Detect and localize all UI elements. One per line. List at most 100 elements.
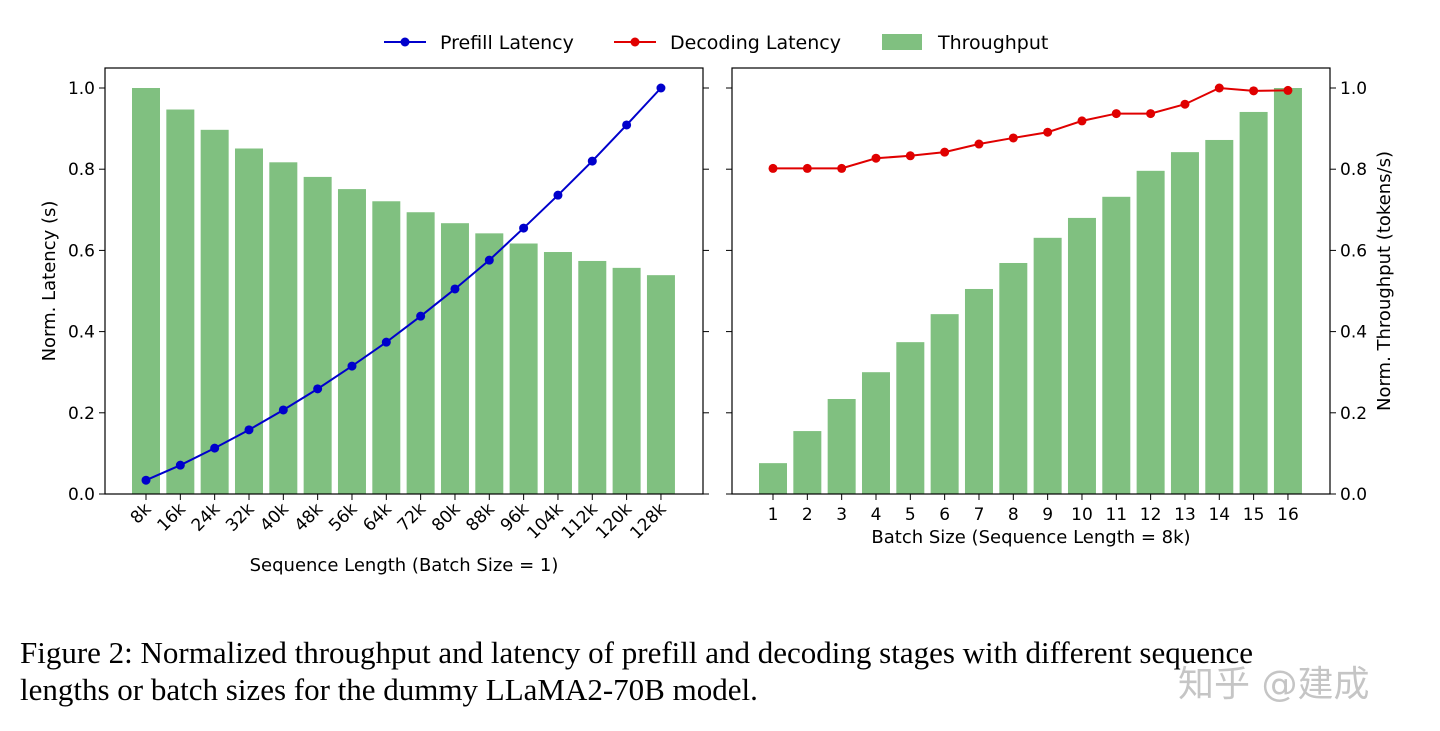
axes-frame — [104, 67, 704, 495]
x-tick-label: 8 — [1008, 505, 1019, 525]
point-6 — [940, 147, 950, 157]
x-tick-label: 5 — [905, 505, 916, 525]
x-tick-label: 64k — [359, 499, 396, 536]
bar-6 — [930, 314, 959, 494]
legend-item-0: Prefill Latency — [384, 32, 574, 54]
bar-72k — [406, 212, 435, 494]
bar-8k — [132, 88, 160, 494]
bar-5 — [896, 342, 925, 494]
legend-label: Prefill Latency — [440, 32, 574, 54]
bar-11 — [1102, 196, 1131, 495]
point-15 — [1249, 86, 1259, 96]
bar-48k — [303, 176, 332, 494]
point-9 — [1043, 127, 1053, 137]
x-tick-label: 16 — [1277, 505, 1299, 525]
bar-10 — [1067, 217, 1096, 495]
point-32k — [244, 425, 254, 435]
bar-24k — [200, 129, 229, 494]
point-80k — [450, 284, 460, 294]
bar-128k — [646, 275, 675, 494]
y-tick-label: 0.2 — [1340, 404, 1367, 424]
bar-96k — [509, 243, 538, 494]
point-48k — [313, 384, 323, 394]
point-24k — [210, 443, 220, 453]
bar-1 — [759, 463, 787, 494]
point-11 — [1111, 109, 1121, 119]
point-56k — [347, 361, 357, 371]
y-tick-label: 1.0 — [68, 79, 95, 99]
right-chart: 0.00.20.40.60.81.01 2 3 4 5 6 7 8 9 10 11 12 13 14 15 1… — [726, 67, 1395, 548]
bar-4 — [861, 372, 890, 494]
x-tick-label: 16k — [153, 499, 190, 536]
x-tick-label: 8k — [127, 499, 156, 528]
bar-16k — [166, 109, 195, 494]
bar-2 — [793, 431, 822, 494]
line-prefill-latency — [145, 87, 662, 482]
x-tick-label: 112k — [558, 499, 602, 543]
x-tick-label: 48k — [291, 499, 328, 536]
point-120k — [622, 120, 632, 130]
point-5 — [905, 151, 915, 161]
bar-7 — [964, 288, 993, 494]
x-tick-label: 80k — [428, 499, 465, 536]
bar-14 — [1205, 139, 1234, 494]
point-2 — [802, 163, 812, 173]
legend-label: Throughput — [937, 32, 1048, 54]
point-112k — [587, 156, 597, 166]
x-tick-label: 11 — [1105, 505, 1127, 525]
bar-80k — [440, 223, 469, 494]
point-3 — [837, 163, 847, 173]
y-tick-label: 0.4 — [1340, 323, 1367, 343]
point-40k — [278, 405, 288, 415]
legend-item-1: Decoding Latency — [614, 32, 841, 54]
x-tick-label: 1 — [768, 505, 779, 525]
line-decoding-latency — [773, 86, 1288, 170]
caption-line-2: lengths or batch sizes for the dummy LLa… — [20, 672, 758, 707]
x-tick-label: 24k — [188, 499, 225, 536]
x-tick-label: 15 — [1243, 505, 1265, 525]
point-12 — [1146, 109, 1156, 119]
y-tick-label: 0.6 — [68, 241, 95, 261]
x-tick-label: 72k — [394, 499, 431, 536]
point-10 — [1077, 116, 1087, 126]
x-tick-label: 32k — [222, 499, 259, 536]
x-tick-label: 2 — [802, 505, 813, 525]
bar-15 — [1239, 111, 1268, 494]
bar-64k — [372, 201, 401, 495]
bar-3 — [827, 398, 856, 494]
y-tick-label: 0.0 — [68, 485, 95, 505]
point-104k — [553, 190, 563, 200]
x-tick-label: 14 — [1208, 505, 1230, 525]
bar-120k — [612, 267, 641, 494]
x-tick-label: 7 — [974, 505, 985, 525]
y-tick-label: 0.6 — [1340, 241, 1367, 261]
point-4 — [871, 153, 881, 163]
y-tick-label: 0.8 — [68, 160, 95, 180]
point-64k — [381, 337, 391, 347]
x-axis-label: Sequence Length (Batch Size = 1) — [250, 555, 559, 576]
x-tick-label: 104k — [523, 499, 567, 543]
point-7 — [974, 139, 984, 149]
bar-12 — [1136, 170, 1165, 494]
y-tick-label: 1.0 — [1340, 79, 1367, 99]
watermark: 知乎 @建成 — [1178, 664, 1370, 705]
point-14 — [1214, 83, 1224, 93]
legend-item-2: Throughput — [882, 32, 1048, 54]
x-tick-label: 3 — [836, 505, 847, 525]
bar-56k — [337, 189, 366, 494]
point-1 — [768, 163, 778, 173]
y-tick-label: 0.8 — [1340, 160, 1367, 180]
legend-marker — [630, 37, 640, 47]
y-axis-label: Norm. Latency (s) — [39, 201, 60, 362]
point-96k — [519, 223, 529, 233]
point-13 — [1180, 99, 1190, 109]
point-72k — [416, 311, 426, 321]
x-tick-label: 88k — [462, 499, 499, 536]
x-tick-label: 10 — [1071, 505, 1093, 525]
bar-13 — [1170, 152, 1199, 494]
x-tick-label: 56k — [325, 499, 362, 536]
y-tick-label: 0.0 — [1340, 485, 1367, 505]
point-16k — [175, 460, 185, 470]
x-tick-label: 6 — [939, 505, 950, 525]
legend-marker — [400, 37, 410, 47]
